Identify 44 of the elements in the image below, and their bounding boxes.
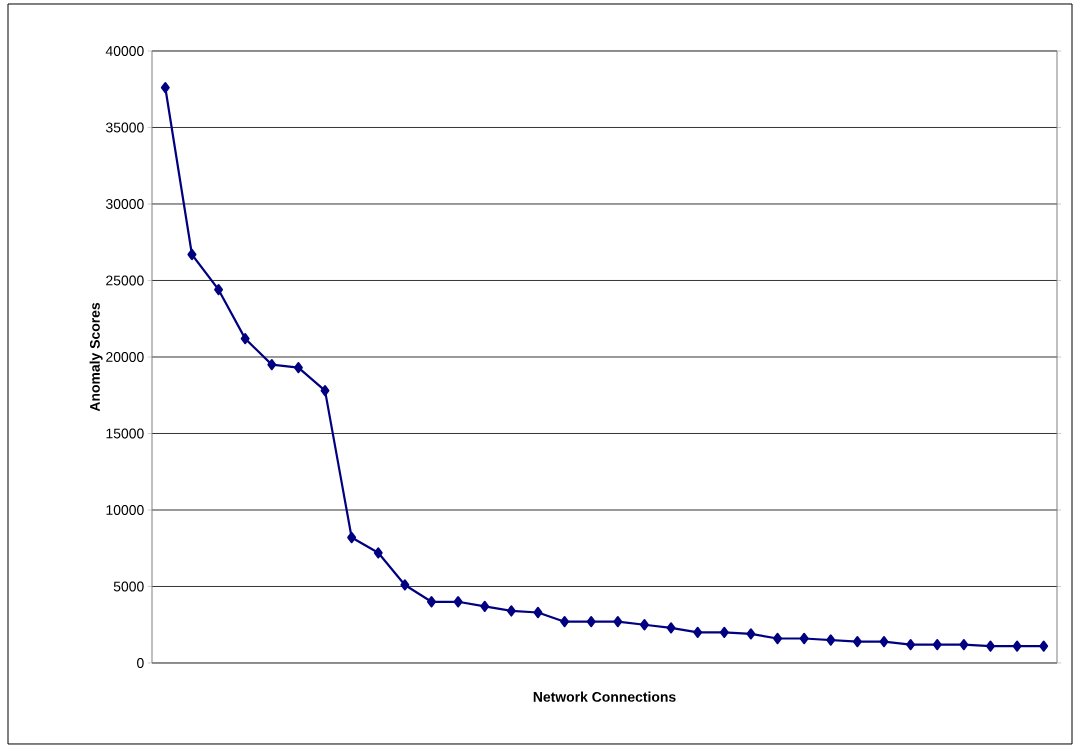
point — [293, 362, 303, 374]
point — [746, 628, 756, 640]
point — [560, 616, 570, 628]
point — [879, 635, 889, 648]
point — [347, 531, 357, 544]
point — [320, 385, 330, 397]
y-tick-label: 10000 — [106, 505, 144, 515]
point — [932, 639, 942, 651]
point — [1012, 640, 1022, 652]
point — [267, 359, 277, 371]
point — [852, 635, 862, 648]
point — [373, 547, 383, 559]
point — [906, 639, 916, 651]
point — [427, 596, 436, 608]
y-tick-label: 0 — [137, 658, 144, 668]
y-tick-label: 5000 — [113, 581, 144, 592]
point — [719, 626, 729, 638]
point — [613, 616, 623, 628]
point — [506, 605, 516, 617]
y-tick-label: 40000 — [105, 46, 144, 56]
point — [799, 632, 809, 645]
point — [586, 616, 596, 628]
point — [639, 619, 649, 631]
y-axis-title: Anomaly Scores — [89, 302, 103, 412]
point — [533, 606, 543, 619]
point — [985, 640, 995, 652]
y-tick-label: 15000 — [106, 428, 144, 439]
point — [214, 284, 224, 296]
point — [160, 82, 170, 94]
point — [187, 248, 197, 261]
y-tick-label: 20000 — [106, 352, 144, 362]
x-axis-title: Network Connections — [533, 691, 676, 702]
point — [240, 333, 250, 345]
point — [1039, 640, 1049, 652]
point — [453, 596, 463, 608]
point — [400, 579, 410, 591]
point — [693, 626, 703, 638]
point — [480, 600, 490, 612]
y-tick-label: 30000 — [105, 199, 144, 209]
point — [959, 639, 969, 651]
y-tick-label: 35000 — [105, 122, 144, 133]
point — [826, 634, 836, 646]
point — [666, 622, 676, 634]
y-tick-label: 25000 — [106, 275, 144, 286]
